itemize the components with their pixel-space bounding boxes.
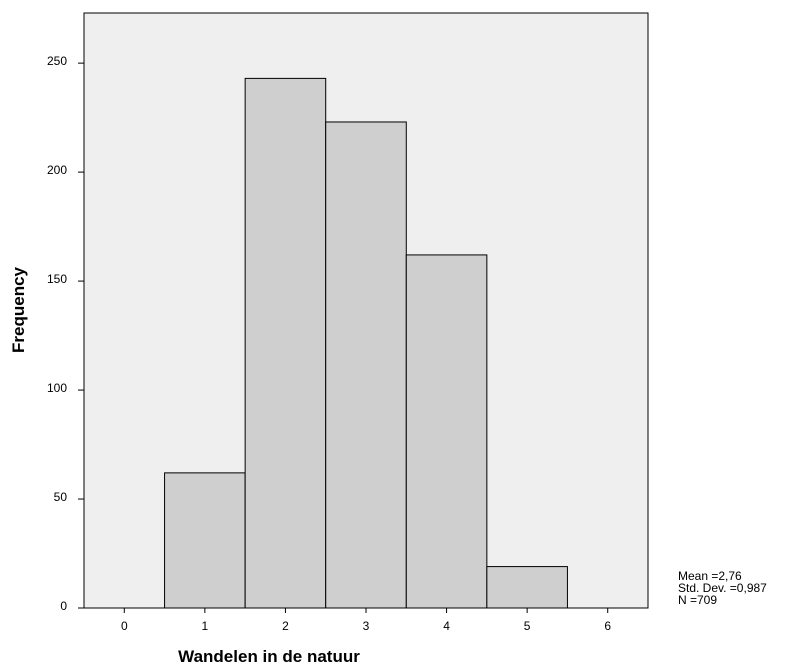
x-tick-label: 0 [121,619,128,633]
y-tick-label: 150 [47,272,67,286]
x-tick-label: 1 [202,619,209,633]
y-axis-title: Frequency [9,266,28,353]
x-tick-label: 4 [443,619,450,633]
x-axis-title: Wandelen in de natuur [178,647,360,666]
histogram-bar [486,566,568,609]
x-tick-label: 3 [363,619,370,633]
histogram-bar [325,121,407,609]
y-tick-label: 250 [47,54,67,68]
stats-std-dev: Std. Dev. =0,987 [678,581,767,595]
x-axis-ticks: 0 1 2 3 4 5 6 [121,608,611,633]
y-tick-label: 200 [47,163,67,177]
histogram-bar [164,472,246,609]
x-tick-label: 5 [524,619,531,633]
x-tick-label: 2 [282,619,289,633]
stats-box: Mean =2,76 Std. Dev. =0,987 N =709 [678,570,767,606]
y-tick-label: 50 [54,490,68,504]
y-tick-label: 100 [47,381,67,395]
stats-n: N =709 [678,593,718,607]
stats-mean: Mean =2,76 [678,569,742,583]
histogram-bar [405,254,488,609]
x-tick-label: 6 [604,619,611,633]
histogram-bar [244,77,327,609]
bars-group [164,77,568,609]
y-axis-ticks: 0 50 100 150 200 250 [47,54,84,613]
y-tick-label: 0 [60,599,67,613]
